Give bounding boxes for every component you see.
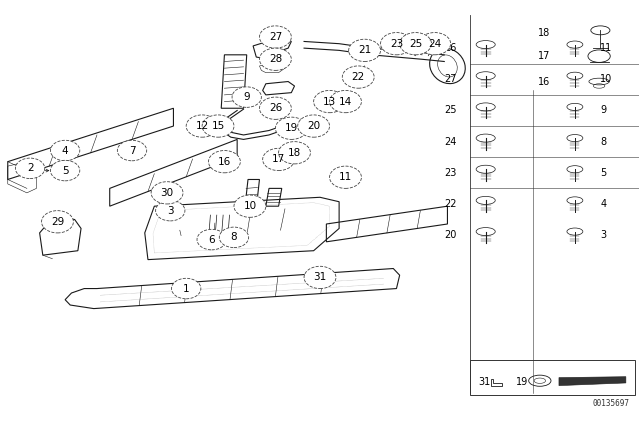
Text: 1: 1 (183, 284, 189, 293)
Text: 4: 4 (600, 199, 607, 209)
Text: 17: 17 (538, 51, 550, 61)
Text: 4: 4 (62, 146, 68, 155)
Circle shape (172, 278, 201, 299)
Text: 18: 18 (288, 148, 301, 158)
Text: 25: 25 (445, 105, 457, 116)
Text: 00135697: 00135697 (592, 400, 629, 409)
Circle shape (202, 115, 234, 137)
Text: 22: 22 (351, 72, 365, 82)
Text: 8: 8 (600, 137, 607, 146)
Text: 8: 8 (230, 233, 237, 242)
Text: 26: 26 (445, 43, 457, 53)
Circle shape (419, 33, 451, 55)
Text: 19: 19 (516, 377, 529, 387)
Text: 20: 20 (307, 121, 320, 131)
Circle shape (399, 33, 431, 55)
Text: 23: 23 (445, 168, 457, 178)
Circle shape (330, 90, 362, 113)
Circle shape (234, 195, 266, 217)
Text: 24: 24 (428, 39, 442, 49)
Text: 31: 31 (314, 272, 326, 282)
Circle shape (314, 90, 346, 113)
Text: 9: 9 (243, 92, 250, 102)
Circle shape (42, 211, 74, 233)
Polygon shape (559, 377, 626, 386)
Circle shape (342, 66, 374, 88)
Text: 16: 16 (218, 157, 231, 167)
Text: 22: 22 (445, 199, 457, 209)
Circle shape (220, 227, 248, 248)
Text: 5: 5 (600, 168, 607, 178)
Text: 10: 10 (600, 74, 612, 84)
Text: 11: 11 (339, 172, 352, 182)
Circle shape (197, 229, 227, 250)
Circle shape (151, 182, 183, 204)
Text: 6: 6 (209, 235, 215, 245)
Text: 11: 11 (600, 43, 612, 53)
Circle shape (209, 151, 241, 173)
Circle shape (381, 33, 412, 55)
Text: 3: 3 (167, 206, 173, 215)
Text: 13: 13 (323, 97, 336, 107)
Circle shape (51, 140, 80, 161)
Text: 3: 3 (600, 230, 607, 240)
Text: 2: 2 (27, 164, 33, 173)
Text: 14: 14 (339, 97, 352, 107)
Circle shape (232, 87, 261, 108)
Text: 20: 20 (445, 230, 457, 240)
Text: 15: 15 (211, 121, 225, 131)
Bar (470, 360, 636, 396)
Text: 28: 28 (269, 54, 282, 64)
Circle shape (186, 115, 218, 137)
Circle shape (259, 26, 291, 48)
Text: 24: 24 (445, 137, 457, 146)
Circle shape (117, 140, 147, 161)
Text: 12: 12 (195, 121, 209, 131)
Circle shape (259, 97, 291, 119)
Text: 5: 5 (62, 166, 68, 176)
Circle shape (275, 117, 307, 139)
Text: 29: 29 (51, 217, 64, 227)
Text: 17: 17 (272, 155, 285, 164)
Circle shape (349, 39, 381, 61)
Text: 10: 10 (243, 201, 257, 211)
Circle shape (15, 158, 45, 179)
Circle shape (262, 148, 294, 171)
Text: 26: 26 (269, 103, 282, 113)
Text: 21: 21 (358, 45, 371, 56)
Circle shape (51, 160, 80, 181)
Text: 27: 27 (269, 32, 282, 42)
Text: 7: 7 (129, 146, 135, 155)
Text: 16: 16 (538, 77, 550, 86)
Text: 19: 19 (285, 123, 298, 133)
Circle shape (298, 115, 330, 137)
Text: 9: 9 (600, 105, 607, 116)
Text: 23: 23 (390, 39, 403, 49)
Text: 18: 18 (538, 28, 550, 38)
Circle shape (278, 142, 310, 164)
Text: 27: 27 (445, 74, 457, 84)
Text: 25: 25 (409, 39, 422, 49)
Circle shape (304, 266, 336, 289)
Circle shape (330, 166, 362, 188)
Circle shape (156, 200, 185, 221)
Circle shape (259, 48, 291, 70)
Text: 31: 31 (478, 377, 490, 387)
Text: 30: 30 (161, 188, 173, 198)
